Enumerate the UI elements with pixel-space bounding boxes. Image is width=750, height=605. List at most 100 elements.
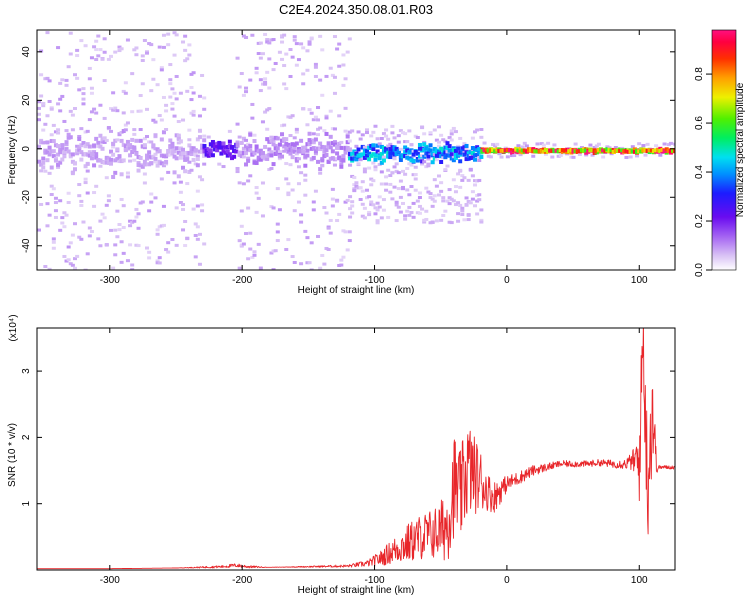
spectrogram-cell	[294, 152, 299, 156]
spectrogram-cell	[388, 155, 393, 160]
spectrogram-cell	[503, 146, 508, 150]
spectrogram-cell	[219, 141, 224, 146]
spectrogram-cell	[497, 152, 502, 156]
spectrogram-cell	[68, 31, 73, 35]
spectrogram-cell	[428, 221, 433, 225]
spectrogram-cell	[271, 268, 276, 270]
spectrogram-cell	[123, 123, 128, 127]
spectrogram-cell	[609, 148, 614, 153]
spectrogram-cell	[157, 261, 162, 265]
spectrogram-cell	[618, 148, 623, 153]
spectrogram-cell	[656, 148, 661, 153]
spectrogram-cell	[337, 42, 342, 46]
spectrogram-cell	[594, 149, 599, 154]
spectrogram-cell	[486, 154, 491, 158]
spectrogram-cell	[51, 149, 56, 154]
spectrogram-cell	[339, 145, 344, 150]
spectrogram-cell	[41, 165, 46, 170]
spectrogram-cell	[424, 217, 429, 221]
spectrogram-cell	[92, 150, 97, 154]
spectrogram-cell	[282, 82, 287, 86]
spectrogram-cell	[432, 146, 437, 151]
colorbar-gradient	[712, 30, 736, 270]
spectrogram-cell	[265, 127, 270, 131]
spectrogram-cell	[37, 100, 41, 104]
spectrogram-cell	[328, 231, 333, 235]
spectrogram-cell	[668, 141, 673, 145]
spectrogram-cell	[447, 188, 452, 192]
spectrogram-cell	[447, 148, 452, 153]
spectrogram-cell	[232, 154, 237, 159]
spectrogram-cell	[367, 157, 372, 162]
spectrogram-cell	[145, 135, 150, 139]
spectrogram-cell	[309, 157, 314, 162]
spectrogram-cell	[66, 149, 71, 154]
spectrogram-cell	[284, 247, 289, 251]
spectrogram-cell	[121, 89, 126, 93]
spectrogram-cell	[326, 141, 331, 146]
spectrogram-cell	[70, 152, 75, 157]
spectrogram-cell	[401, 153, 406, 158]
spectrogram-cell	[401, 169, 406, 173]
spectrogram-cell	[330, 127, 335, 131]
spectrogram-cell	[426, 154, 431, 159]
spectrogram-cell	[390, 171, 395, 175]
spectrogram-cell	[330, 197, 335, 201]
spectrogram-cell	[609, 152, 614, 156]
spectrogram-cell	[282, 33, 287, 37]
spectrogram-cell	[305, 49, 310, 53]
spectrogram-cell	[320, 254, 325, 258]
spectrogram-cell	[558, 148, 563, 153]
spectrogram-cell	[98, 244, 103, 248]
spectrogram-cell	[94, 111, 99, 115]
snr-x-tick-label: 0	[504, 575, 510, 586]
spectrogram-cell	[219, 145, 224, 150]
spectrogram-cell	[96, 140, 101, 145]
spectrogram-cell	[83, 181, 88, 185]
spectrogram-cell	[43, 148, 48, 153]
spectrogram-cell	[260, 214, 265, 218]
spectrogram-cell	[142, 145, 147, 150]
spectrogram-cell	[343, 129, 348, 133]
spectrogram-cell	[470, 174, 475, 178]
spectrogram-cell	[415, 136, 420, 140]
spectrogram-cell	[284, 141, 289, 146]
spectrogram-cell	[263, 80, 268, 84]
spectrogram-cell	[362, 206, 367, 210]
spectrogram-cell	[322, 147, 327, 151]
spectrogram-cell	[426, 190, 431, 194]
spectrogram-cell	[360, 180, 365, 184]
colorbar-ticks: 0.00.20.40.60.8	[694, 67, 712, 277]
spectrogram-cell	[535, 142, 540, 146]
spectrogram-cell	[256, 196, 261, 200]
spectrogram-cell	[420, 162, 425, 166]
spectrogram-cell	[193, 222, 198, 226]
spectrogram-cell	[58, 81, 63, 85]
spectrogram-cell	[477, 150, 482, 155]
spectrogram-cell	[341, 154, 346, 159]
spectrogram-cell	[453, 155, 458, 160]
spectrogram-cell	[111, 174, 116, 179]
spectrogram-cell	[237, 181, 242, 185]
spectrogram-cell	[47, 152, 52, 157]
spectrogram-cell	[77, 147, 82, 152]
spectrogram-cell	[125, 259, 130, 263]
spectrogram-cell	[309, 140, 314, 145]
spectrogram-cell	[43, 77, 48, 81]
spectrogram-cell	[271, 38, 276, 42]
spectrogram-cell	[115, 235, 120, 239]
spectrogram-cell	[347, 147, 352, 152]
spectrogram-cell	[183, 155, 188, 160]
spectrogram-cell	[309, 111, 314, 115]
spectrogram-cell	[109, 107, 114, 111]
spectrogram-cell	[277, 154, 282, 159]
snr-x-tick-label: -100	[365, 575, 385, 586]
spectrogram-cell	[301, 46, 306, 50]
spectrogram-cell	[371, 161, 376, 165]
spectrogram-cell	[560, 148, 565, 153]
spectrogram-cell	[662, 148, 667, 153]
spectrogram-cell	[98, 48, 103, 52]
spectrogram-cell	[470, 146, 475, 151]
spectrogram-cell	[174, 97, 179, 101]
spectrogram-cell	[449, 132, 454, 136]
